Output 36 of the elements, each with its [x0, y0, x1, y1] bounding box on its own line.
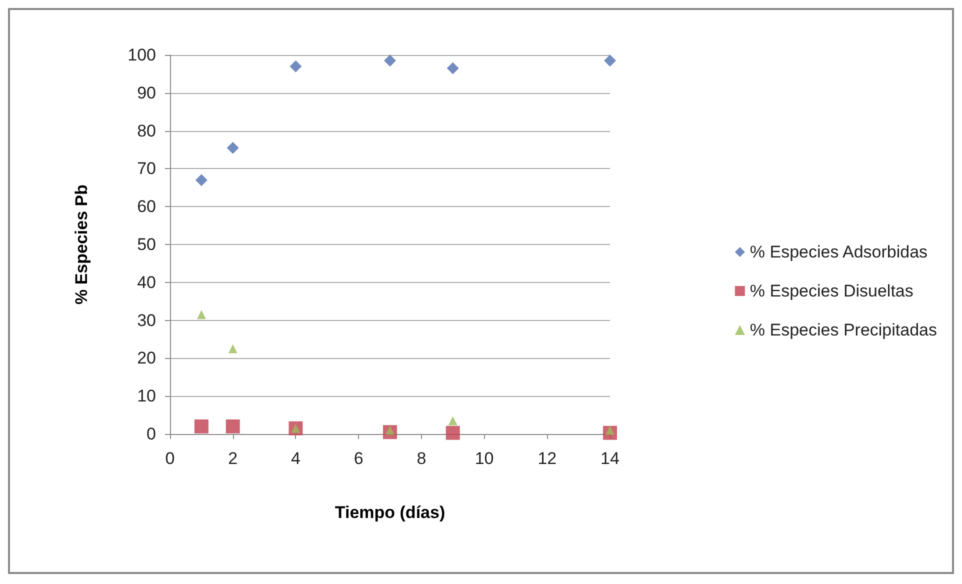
point	[446, 426, 460, 440]
legend-label: % Especies Disueltas	[750, 282, 914, 300]
y-tick-label: 30	[137, 310, 156, 330]
point	[446, 62, 459, 74]
legend-label: % Especies Precipitadas	[750, 320, 937, 340]
x-tick-label: 8	[416, 449, 426, 468]
x-tick-label: 10	[474, 449, 494, 468]
y-tick-label: 50	[137, 235, 156, 254]
x-tick-label: 0	[165, 449, 175, 468]
point	[226, 142, 239, 154]
x-axis-title: Tiempo (días)	[334, 503, 446, 522]
y-tick-label: 90	[137, 83, 156, 102]
point	[226, 419, 240, 434]
point	[290, 60, 302, 72]
point	[194, 419, 208, 434]
y-tick-label: 40	[137, 272, 156, 292]
x-tick-label: 14	[600, 449, 620, 468]
point	[448, 416, 458, 426]
legend-label: % Especies Adsorbidas	[750, 242, 928, 262]
point	[196, 310, 206, 320]
y-tick-label: 100	[128, 46, 156, 64]
y-tick-label: 70	[137, 159, 156, 178]
point	[384, 54, 396, 67]
point	[195, 174, 208, 186]
x-tick-label: 4	[290, 449, 300, 468]
x-tick-label: 6	[354, 449, 364, 468]
point	[228, 344, 238, 354]
x-tick-label: 2	[228, 449, 238, 468]
y-tick-label: 0	[146, 424, 156, 444]
y-tick-label: 10	[137, 386, 156, 406]
y-tick-label: 20	[137, 348, 156, 368]
y-tick-label: 80	[137, 121, 156, 140]
y-tick-label: 60	[137, 197, 156, 216]
x-tick-label: 12	[538, 449, 557, 468]
point	[604, 54, 616, 67]
y-axis-title: % Especies Pb	[72, 184, 91, 305]
